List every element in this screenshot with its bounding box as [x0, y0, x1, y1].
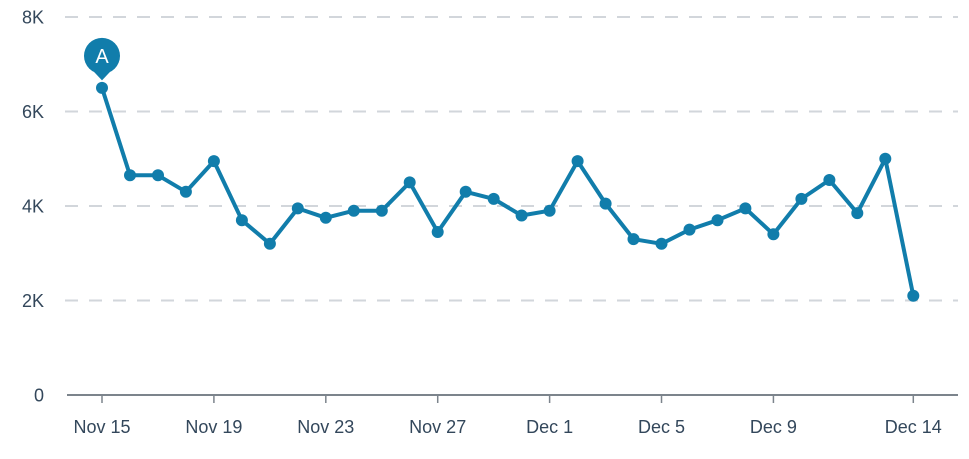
y-axis-label-4K: 4K — [22, 197, 44, 217]
data-point-nov-25[interactable] — [375, 204, 388, 217]
data-point-dec-2[interactable] — [571, 155, 584, 168]
x-axis-label-nov-15: Nov 15 — [73, 417, 130, 437]
y-axis-label-6K: 6K — [22, 102, 44, 122]
series-line — [100, 85, 916, 298]
x-axis-label-nov-23: Nov 23 — [297, 417, 354, 437]
data-point-dec-11[interactable] — [823, 174, 836, 186]
data-point-nov-17[interactable] — [152, 169, 164, 182]
data-point-nov-19[interactable] — [207, 155, 220, 168]
data-point-nov-21[interactable] — [263, 237, 276, 250]
data-point-nov-27[interactable] — [431, 226, 444, 238]
annotation-marker-a[interactable]: A — [84, 37, 120, 81]
data-point-dec-5[interactable] — [655, 237, 668, 250]
data-point-dec-9[interactable] — [767, 228, 780, 241]
data-point-dec-14[interactable] — [907, 289, 920, 302]
annotation-pin-head — [84, 37, 120, 74]
x-axis-label-dec-14: Dec 14 — [885, 417, 942, 437]
data-point-nov-24[interactable] — [347, 204, 360, 217]
data-point-dec-3[interactable] — [599, 197, 612, 210]
data-point-nov-28[interactable] — [459, 185, 472, 198]
x-axis-label-dec-9: Dec 9 — [750, 417, 797, 437]
data-point-dec-6[interactable] — [683, 223, 696, 236]
x-axis-label-nov-27: Nov 27 — [409, 417, 466, 437]
data-point-nov-29[interactable] — [487, 192, 500, 205]
x-axis-label-nov-19: Nov 19 — [185, 417, 242, 437]
data-point-nov-26[interactable] — [403, 176, 416, 189]
y-axis-label-8K: 8K — [22, 8, 44, 28]
x-axis-label-dec-5: Dec 5 — [638, 417, 685, 437]
data-point-dec-4[interactable] — [627, 233, 640, 246]
data-point-nov-30[interactable] — [515, 209, 528, 222]
data-point-nov-20[interactable] — [235, 214, 248, 227]
data-point-nov-23[interactable] — [319, 211, 332, 224]
data-point-dec-13[interactable] — [879, 152, 892, 165]
annotation-label: A — [95, 46, 109, 68]
data-point-nov-16[interactable] — [124, 169, 136, 182]
data-point-dec-8[interactable] — [739, 202, 752, 215]
data-point-dec-7[interactable] — [711, 214, 724, 227]
annotation-pin-tail — [94, 71, 110, 81]
y-axis-label-2K: 2K — [22, 291, 44, 311]
data-point-nov-18[interactable] — [179, 185, 192, 198]
data-point-dec-1[interactable] — [543, 204, 556, 217]
x-axis-label-dec-1: Dec 1 — [526, 417, 573, 437]
data-point-nov-22[interactable] — [291, 202, 304, 215]
data-point-dec-12[interactable] — [851, 207, 864, 220]
data-point-dec-10[interactable] — [795, 192, 808, 205]
data-point-nov-15[interactable] — [96, 81, 108, 94]
y-axis-label-0: 0 — [34, 386, 44, 406]
